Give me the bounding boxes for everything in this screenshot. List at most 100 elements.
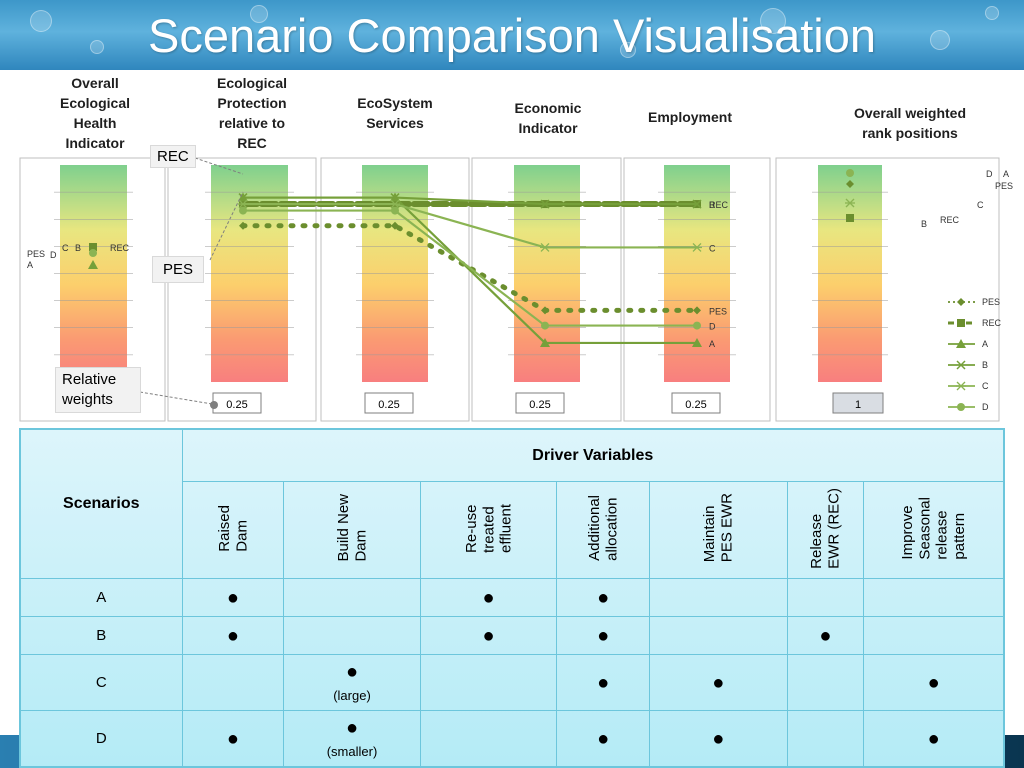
table-cell: ● [181,616,285,655]
health-label: A [27,260,33,270]
panel-frame [775,157,1000,422]
driver-column-label: Build New Dam [334,494,369,562]
table-row: A ● ● ● [20,578,1004,617]
driver-column-header: Improve Seasonal release pattern [863,481,1004,579]
rank-label: PES [995,181,1013,191]
driver-column-label: Additional allocation [585,495,621,561]
selected-dot-icon: ● [226,727,239,750]
marker-circle [541,321,549,330]
weight-box [671,392,721,414]
marker-diamond [846,180,854,188]
table-cell [863,616,1004,655]
table-cell: ● [556,616,651,655]
marker-circle [391,206,399,215]
selected-dot-icon: ● [927,727,940,750]
selected-dot-icon: ● [927,671,940,694]
selected-dot-icon: ● [597,671,610,694]
marker-x [692,199,702,209]
marker-star [845,198,855,208]
marker-square [846,214,854,222]
panel-title-line: Services [366,115,424,131]
selected-dot-icon: ● [712,727,725,750]
table-cell [649,616,788,655]
legend-label: B [982,360,988,370]
callout-dot [210,401,218,409]
panel-title-line: Overall weighted [854,105,966,121]
table-cell: ● [419,578,558,617]
marker-circle [89,249,97,257]
marker-circle [239,206,247,215]
marker-x [956,360,966,370]
selected-dot-icon: ● [819,624,832,647]
marker-circle [957,403,965,411]
driver-variables-header: Driver Variables [181,429,1005,482]
weight-box [515,392,565,414]
marker-star [956,381,966,391]
table-cell: ● (large) [283,654,421,711]
driver-column-header: Re-use treated effluent [419,481,558,579]
panel-title-line: Overall [71,75,118,91]
table-cell: ● (smaller) [283,710,421,767]
table-cell [283,578,421,617]
series-end-label: D [709,322,716,332]
marker-x [540,199,550,209]
table-cell [283,616,421,655]
table-cell: ● [556,654,651,711]
series-line-b [243,196,697,206]
panel-title: Overall weighted rank positions [854,105,966,141]
marker-diamond [239,221,247,230]
weight-box [832,392,884,414]
rank-label: C [977,200,984,210]
driver-column-header: Release EWR (REC) [786,481,865,579]
marker-circle [846,169,854,177]
table-cell [419,710,558,767]
table-cell [863,578,1004,617]
panel-title-line: Indicator [65,135,125,151]
marker-triangle [692,337,702,347]
weight-value: 0.25 [226,399,247,411]
marker-x [390,193,400,203]
scenario-comparison-chart: Overall Ecological Health Indicator Ecologic… [19,75,1013,422]
selected-dot-icon: ● [597,624,610,647]
table-cell [181,654,285,711]
callout-pes: PES [152,256,205,283]
table-cell: ● [419,616,558,655]
panel-title: Employment [648,109,732,125]
health-label: PES [27,249,45,259]
series-end-label: C [709,243,716,253]
marker-diamond [693,306,701,315]
selected-dot-icon: ● [482,586,495,609]
table-cell: ● [181,710,285,767]
marker-square [957,319,965,327]
series-end-label: REC [709,200,729,210]
marker-diamond [541,306,549,315]
rank-label: REC [940,215,960,225]
legend-label: A [982,339,988,349]
table-cell: ● [181,578,285,617]
scenarios-header: Scenarios [20,429,183,579]
callout-relative-weights: Relative weights [55,367,141,413]
cell-note: (large) [333,688,371,703]
weight-value: 0.25 [529,399,550,411]
driver-column-label: Maintain PES EWR [701,493,736,563]
panel-title-line: Health [74,115,117,131]
driver-column-label: Re-use treated effluent [462,503,515,553]
table-row: B ● ● ● ● [20,616,1004,655]
marker-star [238,199,248,209]
selected-dot-icon: ● [345,661,359,683]
panel-title-line: Ecological [60,95,130,111]
selected-dot-icon: ● [482,624,495,647]
table-cell: ● [649,654,788,711]
series-line-d [243,209,697,327]
table-row: D ● ● (smaller) ● ● ● [20,710,1004,767]
health-label: REC [110,243,130,253]
table-cell [649,578,788,617]
table-cell: ● [556,710,651,767]
series-end-label: A [709,339,715,349]
table-cell: ● [556,578,651,617]
panel-title-line: relative to [219,115,285,131]
health-label: C [62,243,69,253]
weight-value: 1 [855,399,861,411]
weight-value: 0.25 [685,399,706,411]
scenario-name: C [20,654,183,711]
